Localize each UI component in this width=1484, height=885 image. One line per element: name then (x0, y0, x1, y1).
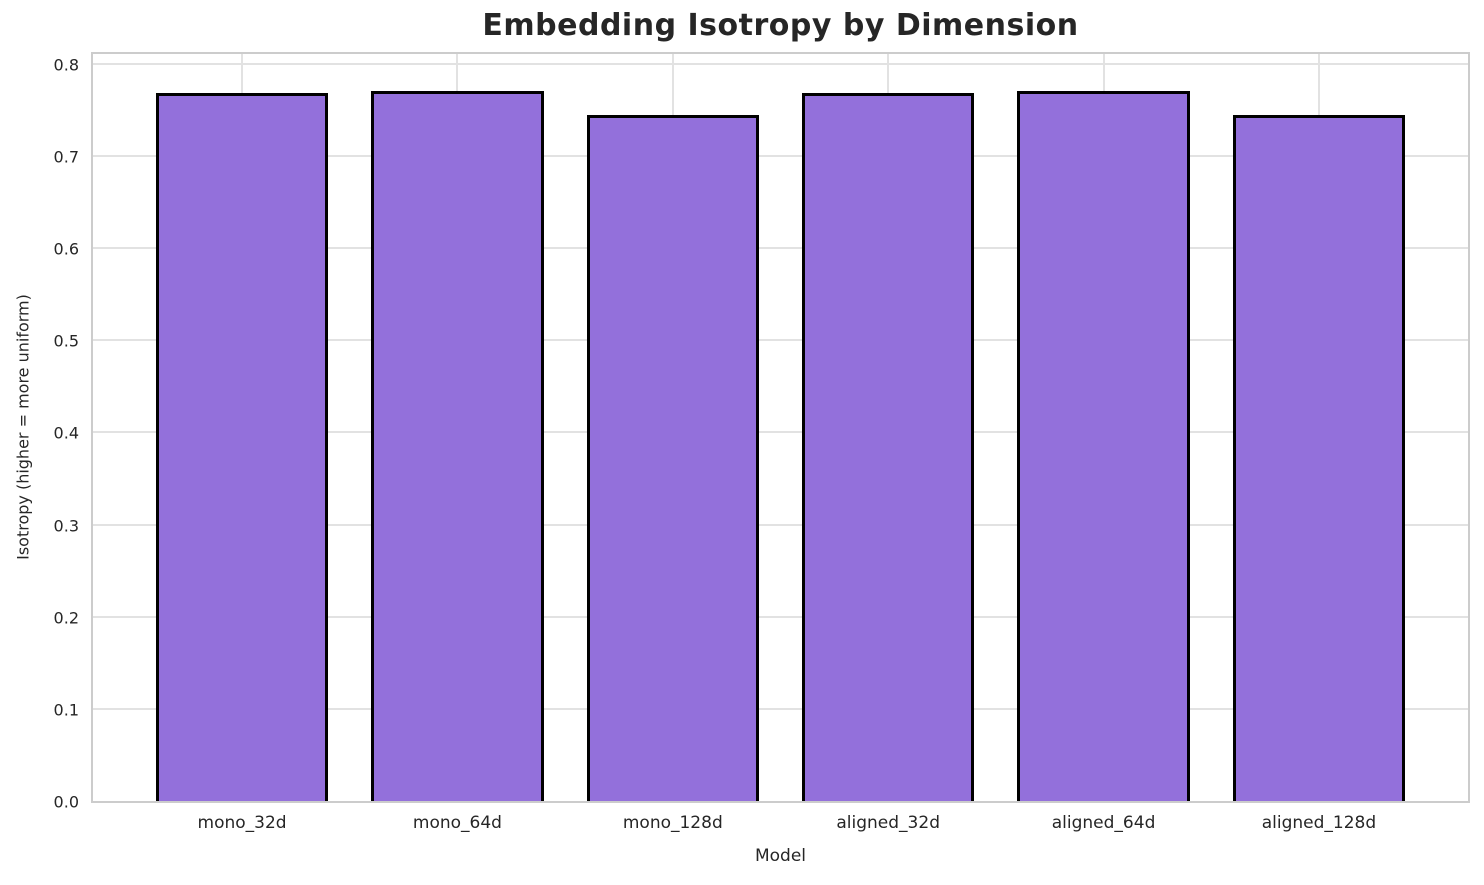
y-tick-label: 0.8 (53, 55, 79, 75)
x-tick-label: aligned_128d (1261, 813, 1377, 833)
bar-mono_128d (586, 114, 760, 801)
bar-aligned_128d (1232, 114, 1406, 801)
bar-mono_32d (155, 93, 329, 801)
y-tick-label: 0.0 (53, 792, 79, 812)
y-gridline (93, 523, 1468, 526)
y-gridline (93, 615, 1468, 618)
y-gridline (93, 431, 1468, 434)
chart-title: Embedding Isotropy by Dimension (482, 8, 1079, 43)
y-tick-label: 0.5 (53, 331, 79, 351)
x-axis-label: Model (754, 846, 807, 866)
y-gridline (93, 155, 1468, 158)
plot-area: 0.0 0.1 0.2 0.3 0.4 0.5 0.6 0.7 0.8 mono_32d mono_… (54, 52, 1470, 833)
y-gridline (93, 247, 1468, 250)
bar-aligned_64d (1017, 90, 1190, 801)
y-gridline (93, 339, 1468, 342)
y-tick-label: 0.2 (53, 608, 79, 628)
y-gridline (93, 707, 1468, 710)
x-tick-label: mono_128d (622, 813, 723, 833)
y-axis-label: Isotropy (higher = more uniform) (13, 294, 33, 560)
y-tick-label: 0.4 (53, 423, 79, 443)
y-tick-label: 0.6 (53, 239, 79, 259)
x-tick-label: mono_64d (412, 813, 502, 833)
x-tick-label: mono_32d (197, 813, 287, 833)
y-tick-label: 0.7 (53, 147, 79, 167)
bar-mono_64d (371, 90, 544, 801)
bar-aligned_32d (801, 93, 975, 801)
y-tick-label: 0.3 (53, 516, 79, 536)
x-tick-label: aligned_32d (836, 813, 940, 833)
x-tick-label: aligned_64d (1051, 813, 1156, 833)
y-gridline (93, 62, 1468, 65)
y-tick-label: 0.1 (53, 700, 79, 720)
